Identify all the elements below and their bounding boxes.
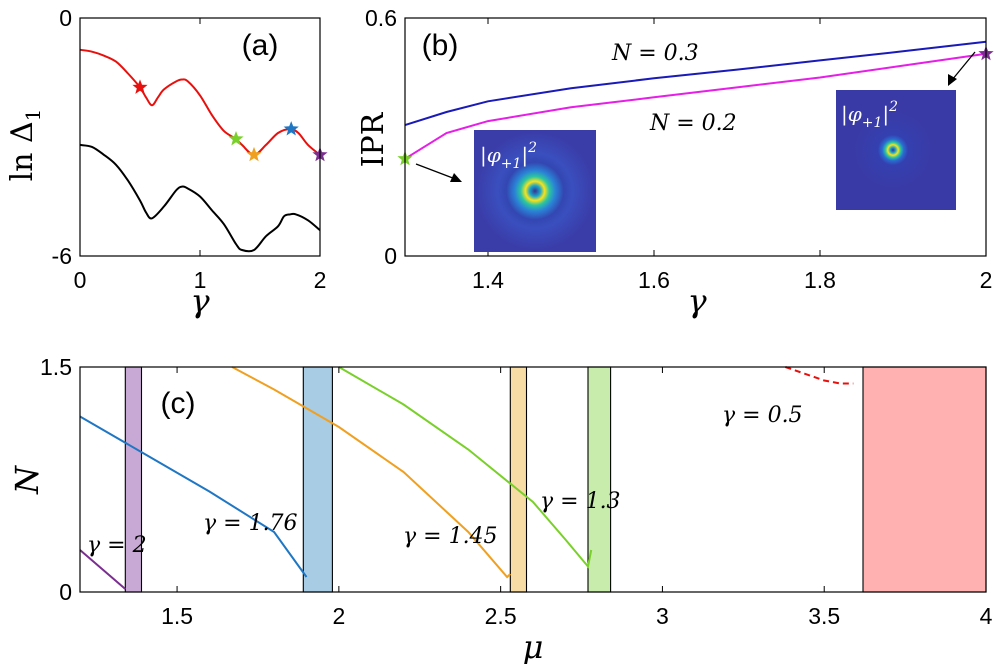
curve-label-gamma-2: γ = 2 [87,533,147,558]
arrow-head-1 [450,173,462,182]
x-tick-label: 0 [74,267,87,293]
series-line-n-0-3 [404,40,987,127]
band-1 [302,366,333,593]
x-tick-label: 1.6 [638,267,670,293]
band-3 [587,366,612,593]
panel-a-xlabel: γ [190,282,210,320]
x-tick-label: 2 [332,603,345,629]
x-tick-label: 2.5 [485,603,517,629]
y-tick-label: 0.6 [365,5,397,31]
series-line-1-76 [79,415,308,578]
panel-b: 1.4 1.6 1.8 2 0 0.6 (b) γ IPR N = 0.3 N = 0.2… [356,5,994,320]
inset-2-density [853,110,933,190]
series-label-n03: N = 0.3 [611,41,699,66]
series-line-upper [79,48,321,156]
panel-a: 0 1 20-6 (a) γ ln Δ1 [5,5,328,320]
x-tick-label: 1.5 [161,603,193,629]
x-tick-label: 2 [980,267,993,293]
inset-gamma-13: |φ+1|2 [474,130,596,252]
x-tick-label: 3 [656,603,669,629]
inset-1-label: |φ+1|2 [480,140,537,172]
panel-b-xlabel: γ [687,282,707,320]
y-tick-label: 0 [59,579,72,605]
x-tick-label: 1.8 [804,267,836,293]
band-0 [124,366,143,593]
panel-c: 1.5 2 2.5 3 3.5 401.5 (c) μ N γ = 2 γ = 1.76 … [8,354,993,664]
panel-c-ylabel: N [8,465,46,495]
inset-2-label: |φ+1|2 [841,99,898,131]
panel-c-frame [79,366,987,593]
x-tick-label: 4 [980,603,993,629]
star-marker-3 [283,121,299,136]
series-line-1-45 [231,366,511,579]
x-tick-label: 1 [194,267,207,293]
inset-arrows [415,51,976,182]
y-tick-label: 0 [384,243,397,269]
star-marker-2 [246,146,262,162]
series-line-2 [79,549,126,590]
x-tick-label: 2 [314,267,327,293]
panel-b-label: (b) [422,29,459,62]
series-line-n-0-2 [404,52,987,160]
x-tick-label: 1.4 [472,267,504,293]
series-line-0-5 [785,366,854,385]
panel-b-frame [404,17,987,257]
arrow-to-inset-1 [415,163,459,181]
band-2 [509,366,528,593]
curve-label-gamma-13: γ = 1.3 [540,489,621,514]
curve-label-gamma-05: γ = 0.5 [722,403,803,428]
y-tick-label: -6 [52,243,72,269]
series-line-lower [79,143,321,253]
y-tick-label: 0 [59,5,72,31]
star-marker-1 [228,131,244,146]
arrow-head-2 [948,74,957,86]
x-tick-label: 3.5 [808,603,840,629]
band-4 [862,366,987,593]
y-tick-label: 1.5 [40,354,72,380]
panel-a-frame [79,17,321,257]
panel-a-ylabel: ln Δ1 [5,109,45,182]
series-label-n02: N = 0.2 [649,111,737,136]
curve-label-gamma-176: γ = 1.76 [203,511,298,536]
panel-b-ylabel: IPR [356,111,391,167]
panel-c-label: (c) [161,387,196,420]
inset-gamma-2: |φ+1|2 [836,90,956,210]
panel-a-label: (a) [242,29,279,62]
svg-text:ln Δ1: ln Δ1 [5,109,45,182]
star-marker-0 [132,79,148,94]
series-line-1-3 [338,366,593,569]
inset-1-density [475,131,595,251]
arrow-to-inset-2 [951,51,976,81]
panel-c-xlabel: μ [523,628,544,664]
curve-label-gamma-145: γ = 1.45 [403,524,498,549]
